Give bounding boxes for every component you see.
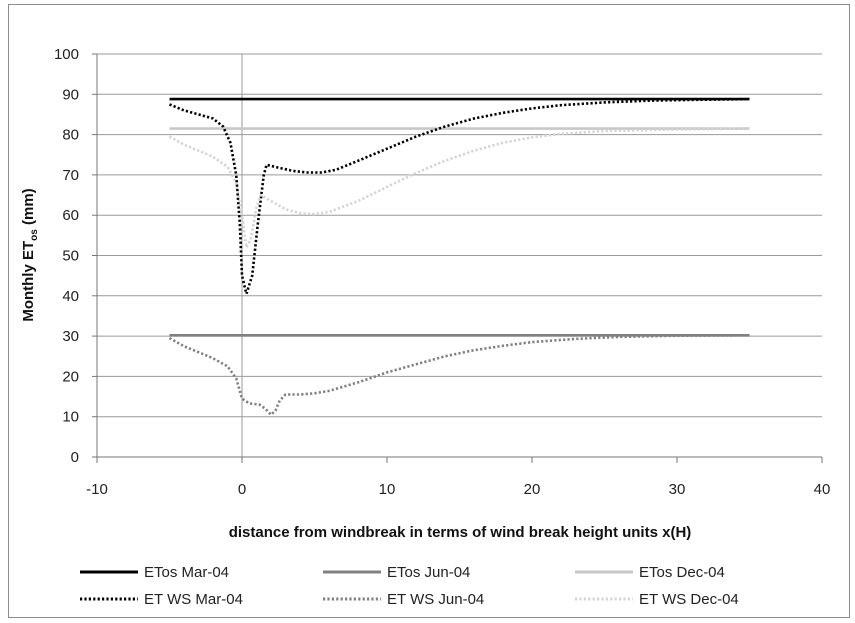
x-tick-label: 40 [814, 481, 831, 498]
y-axis-title-subscript: os [29, 229, 40, 241]
series-lines [168, 97, 750, 417]
y-tick-label: 100 [54, 46, 79, 63]
y-axis-title-unit: (mm) [20, 188, 37, 229]
x-tick-label: 20 [524, 481, 541, 498]
y-tick-label: 10 [62, 409, 79, 426]
series-line-et-ws-dec-04 [168, 127, 750, 249]
gridlines [97, 53, 822, 418]
legend-label: ET WS Dec-04 [639, 591, 739, 608]
legend-label: ET WS Mar-04 [144, 591, 243, 608]
legend: ETos Mar-04 ETos Jun-04 ETos Dec-04 ET WS M… [80, 564, 739, 608]
y-axis-title-main: Monthly ET [20, 241, 37, 322]
x-tick-label: 10 [379, 481, 396, 498]
x-tick-label: -10 [86, 481, 108, 498]
x-tick-label: 30 [669, 481, 686, 498]
chart-frame [8, 4, 850, 618]
y-tick-label: 90 [62, 86, 79, 103]
y-tick-label: 50 [62, 248, 79, 265]
y-axis-title: Monthly ETos (mm) [20, 188, 40, 321]
y-tick-label: 80 [62, 127, 79, 144]
x-tick-label: 0 [238, 481, 246, 498]
tick-labels: 0 10 20 30 40 50 60 70 80 90 100 -10 0 10 20 30 40 [54, 46, 830, 498]
series-line-et-ws-mar-04 [169, 97, 750, 296]
y-tick-label: 70 [62, 167, 79, 184]
series-line-et-ws-jun-04 [168, 334, 750, 417]
y-tick-label: 40 [62, 288, 79, 305]
x-axis-title: distance from windbreak in terms of wind… [229, 524, 692, 541]
axes [92, 53, 823, 463]
y-tick-label: 60 [62, 207, 79, 224]
legend-label: ETos Mar-04 [144, 564, 229, 581]
y-tick-label: 20 [62, 368, 79, 385]
y-tick-label: 0 [71, 449, 79, 466]
legend-label: ET WS Jun-04 [387, 591, 484, 608]
legend-label: ETos Jun-04 [387, 564, 470, 581]
legend-label: ETos Dec-04 [639, 564, 725, 581]
y-tick-label: 30 [62, 328, 79, 345]
